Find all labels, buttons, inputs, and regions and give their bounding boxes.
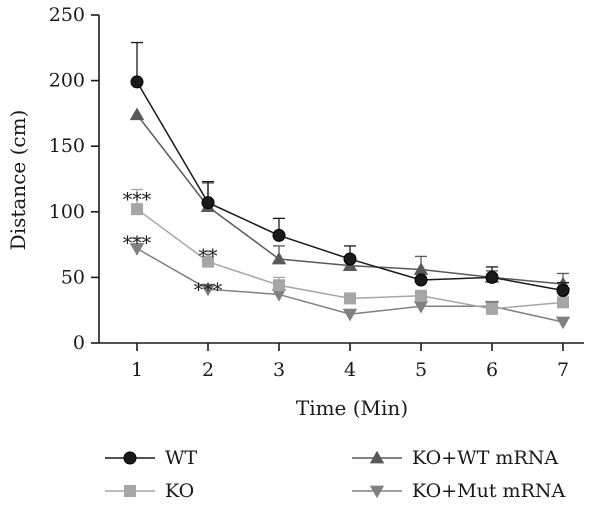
legend-marker xyxy=(369,450,385,464)
significance-label: *** xyxy=(123,189,152,211)
series-wt xyxy=(130,41,570,298)
data-point xyxy=(486,302,498,315)
legend-marker xyxy=(369,485,385,499)
legend-label: KO+Mut mRNA xyxy=(412,480,565,502)
data-point xyxy=(344,292,356,305)
series-ko xyxy=(131,188,569,315)
legend-label: WT xyxy=(165,447,198,469)
data-point xyxy=(200,283,216,297)
x-tick-label: 7 xyxy=(557,359,569,381)
series xyxy=(129,41,571,330)
data-point xyxy=(201,196,215,210)
significance-label: *** xyxy=(123,232,152,254)
legend-label: KO xyxy=(165,480,194,502)
data-point xyxy=(414,273,428,287)
data-point xyxy=(130,75,144,89)
annotations: *********** xyxy=(123,189,223,302)
legend-item: KO+Mut mRNA xyxy=(352,480,565,502)
data-point xyxy=(415,289,427,302)
x-tick-label: 2 xyxy=(202,359,214,381)
x-tick-label: 4 xyxy=(344,359,356,381)
data-point xyxy=(343,252,357,266)
significance-label: *** xyxy=(194,280,223,302)
data-point xyxy=(413,300,429,314)
x-tick-label: 3 xyxy=(273,359,285,381)
data-point xyxy=(271,251,287,265)
data-point xyxy=(271,289,287,302)
y-axis-title: Distance (cm) xyxy=(6,110,30,251)
data-point xyxy=(129,243,145,256)
y-tick-label: 200 xyxy=(49,70,85,92)
x-tick-label: 5 xyxy=(415,359,427,381)
data-point xyxy=(272,228,286,242)
legend-item: KO xyxy=(105,480,194,502)
y-tick-label: 150 xyxy=(49,135,85,157)
data-point xyxy=(131,203,143,216)
data-point xyxy=(413,262,429,275)
ticks: 0 50 100 150 200 250 1 2 3 4 5 6 7 xyxy=(49,4,569,381)
x-axis-title: Time (Min) xyxy=(296,396,408,420)
data-point xyxy=(273,279,285,292)
y-tick-label: 250 xyxy=(49,4,85,26)
x-tick-label: 1 xyxy=(131,359,143,381)
data-point xyxy=(129,107,145,121)
data-point xyxy=(202,255,214,268)
axes xyxy=(98,15,584,344)
data-point xyxy=(557,296,569,309)
y-tick-label: 50 xyxy=(61,266,85,288)
data-point xyxy=(555,316,571,330)
legend-item: WT xyxy=(105,447,198,469)
y-tick-label: 0 xyxy=(73,332,85,354)
y-tick-label: 100 xyxy=(49,201,85,223)
data-point xyxy=(342,308,358,322)
significance-label: ** xyxy=(199,246,219,268)
legend-item: KO+WT mRNA xyxy=(352,447,558,469)
data-point xyxy=(485,270,499,284)
data-point xyxy=(556,284,570,298)
x-tick-label: 6 xyxy=(486,359,498,381)
legend: WT KO+WT mRNA KO KO+Mut mRNA xyxy=(105,447,565,502)
legend-marker xyxy=(124,485,136,497)
legend-label: KO+WT mRNA xyxy=(412,447,558,469)
legend-marker xyxy=(123,451,137,465)
